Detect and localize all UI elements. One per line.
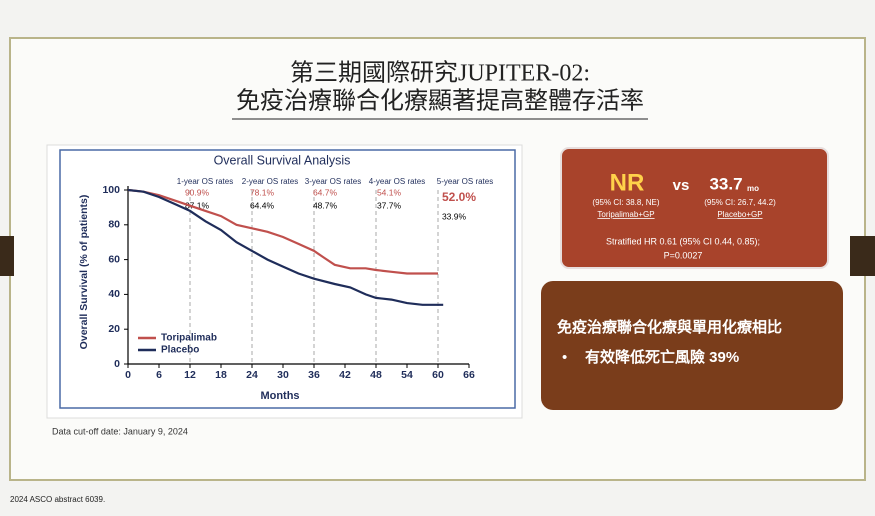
rate-header: 3-year OS rates bbox=[305, 177, 361, 186]
data-cutoff: Data cut-off date: January 9, 2024 bbox=[52, 426, 188, 436]
rate-toripalimab: 54.1% bbox=[377, 187, 402, 197]
rate-toripalimab: 52.0% bbox=[442, 190, 476, 204]
conclusion-point: 有效降低死亡風險 39% bbox=[585, 348, 739, 366]
hr-line: Stratified HR 0.61 (95% CI 0.44, 0.85); bbox=[606, 236, 760, 246]
y-tick-label: 80 bbox=[108, 219, 120, 231]
bullet: • bbox=[562, 349, 567, 366]
x-tick-label: 30 bbox=[277, 369, 289, 381]
title-line2: 免疫治療聯合化療顯著提高整體存活率 bbox=[236, 88, 644, 115]
rate-placebo: 33.9% bbox=[442, 211, 467, 221]
y-tick-label: 20 bbox=[108, 323, 120, 335]
p-value: P=0.0027 bbox=[664, 250, 703, 260]
rate-placebo: 48.7% bbox=[313, 200, 338, 210]
y-axis-label: Overall Survival (% of patients) bbox=[78, 195, 90, 350]
nr-label: NR bbox=[610, 169, 645, 196]
rate-placebo: 87.1% bbox=[185, 200, 210, 210]
footnote: 2024 ASCO abstract 6039. bbox=[10, 495, 105, 504]
x-tick-label: 0 bbox=[125, 369, 131, 381]
x-tick-label: 66 bbox=[463, 369, 475, 381]
chart-frame bbox=[59, 149, 516, 409]
tori-ci: (95% CI: 38.8, NE) bbox=[592, 198, 659, 207]
conclusion-heading: 免疫治療聯合化療與單用化療相比 bbox=[557, 318, 782, 336]
placebo-arm: Placebo+GP bbox=[717, 210, 762, 219]
legend-label: Toripalimab bbox=[161, 333, 217, 344]
rate-toripalimab: 90.9% bbox=[185, 187, 210, 197]
left-tab bbox=[0, 236, 14, 276]
rate-header: 4-year OS rates bbox=[369, 177, 425, 186]
placebo-ci: (95% CI: 26.7, 44.2) bbox=[704, 198, 776, 207]
median-unit: mo bbox=[747, 184, 759, 193]
x-tick-label: 48 bbox=[370, 369, 382, 381]
x-tick-label: 24 bbox=[246, 369, 258, 381]
survival-curve bbox=[127, 188, 438, 275]
x-tick-label: 36 bbox=[308, 369, 320, 381]
rate-header: 1-year OS rates bbox=[177, 177, 233, 186]
rate-toripalimab: 78.1% bbox=[250, 187, 275, 197]
right-tab bbox=[850, 236, 875, 276]
summary-box bbox=[560, 147, 829, 269]
rate-placebo: 64.4% bbox=[250, 200, 275, 210]
x-tick-label: 42 bbox=[339, 369, 351, 381]
x-tick-label: 18 bbox=[215, 369, 227, 381]
conclusion-box bbox=[541, 281, 843, 410]
x-axis-label: Months bbox=[260, 390, 299, 402]
y-tick-label: 60 bbox=[108, 253, 120, 265]
rate-header: 5-year OS rates bbox=[437, 177, 493, 186]
tori-arm: Toripalimab+GP bbox=[597, 210, 654, 219]
x-tick-label: 12 bbox=[184, 369, 196, 381]
title-line1: 第三期國際研究JUPITER-02: bbox=[290, 60, 590, 87]
survival-curve bbox=[127, 188, 444, 306]
rate-header: 2-year OS rates bbox=[242, 177, 298, 186]
vs-label: vs bbox=[673, 177, 690, 194]
rate-placebo: 37.7% bbox=[377, 200, 402, 210]
legend-label: Placebo bbox=[161, 345, 199, 356]
x-tick-label: 60 bbox=[432, 369, 444, 381]
x-tick-label: 6 bbox=[156, 369, 162, 381]
placebo-median: 33.7 bbox=[709, 174, 742, 193]
y-tick-label: 100 bbox=[102, 184, 120, 196]
rate-toripalimab: 64.7% bbox=[313, 187, 338, 197]
x-tick-label: 54 bbox=[401, 369, 413, 381]
y-tick-label: 0 bbox=[114, 358, 120, 370]
chart-title: Overall Survival Analysis bbox=[214, 153, 351, 167]
y-tick-label: 40 bbox=[108, 288, 120, 300]
chart: Overall Survival Analysis Months Overall… bbox=[78, 153, 493, 402]
